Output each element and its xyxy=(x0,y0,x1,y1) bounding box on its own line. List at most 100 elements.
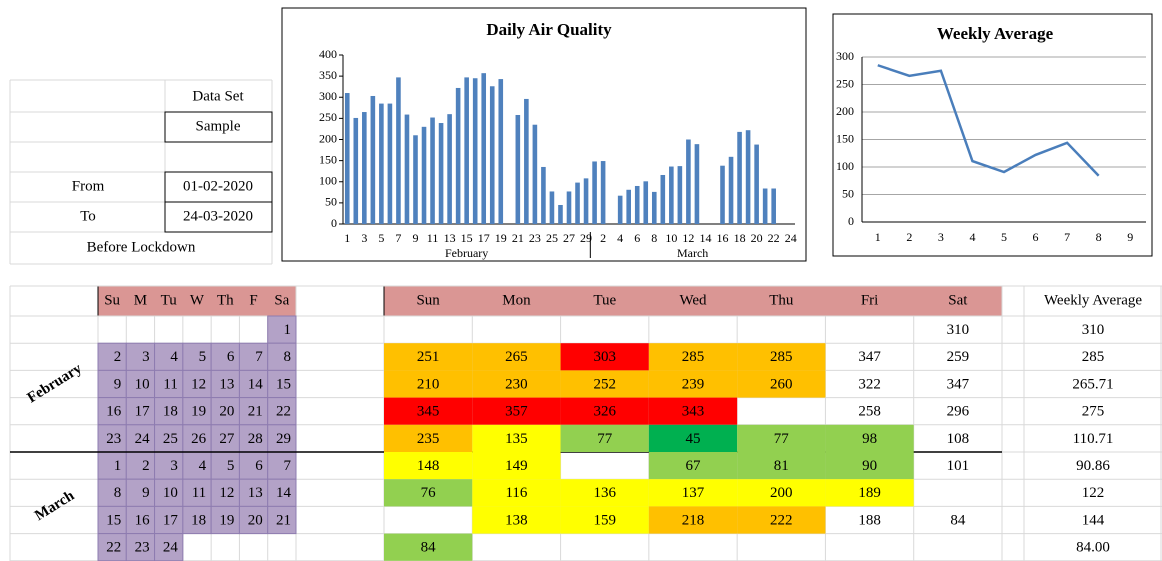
calendar-day: 19 xyxy=(219,512,234,528)
cell-fill xyxy=(472,370,561,398)
header-cell xyxy=(1023,285,1162,317)
calendar-day: 1 xyxy=(284,322,292,338)
weekly-average: 110.71 xyxy=(1073,431,1114,447)
bar xyxy=(634,185,640,224)
bar xyxy=(626,189,631,224)
calendar-day: 18 xyxy=(191,512,206,528)
calendar-cell xyxy=(210,424,240,453)
aqi-value: 222 xyxy=(770,512,793,528)
calendar-cell xyxy=(154,424,184,453)
cell-fill xyxy=(648,343,738,371)
column-header: Fri xyxy=(861,292,879,308)
bar xyxy=(651,191,657,224)
x-tick-label: 2 xyxy=(906,230,912,244)
aqi-value: 210 xyxy=(417,376,440,392)
calendar-day: 1 xyxy=(114,458,122,474)
cell-fill xyxy=(737,343,826,371)
calendar-cell xyxy=(267,369,297,399)
aqi-value: 149 xyxy=(505,458,528,474)
weekly-average: 144 xyxy=(1082,512,1105,528)
bar xyxy=(455,87,461,224)
calendar-day: 10 xyxy=(135,376,150,392)
calendar-cell xyxy=(238,397,269,426)
bar xyxy=(720,165,725,224)
aqi-value: 258 xyxy=(858,404,881,420)
bar xyxy=(524,98,529,224)
cell-fill xyxy=(825,452,914,480)
y-tick-label: 150 xyxy=(319,152,337,166)
calendar-day: 15 xyxy=(106,512,121,528)
bar xyxy=(771,188,776,224)
cell-fill xyxy=(472,343,561,371)
calendar-day: 24 xyxy=(163,540,179,556)
bar xyxy=(592,161,597,224)
weekly-average: 122 xyxy=(1082,485,1105,501)
x-tick-label: 3 xyxy=(938,230,944,244)
calendar-cell xyxy=(182,505,212,535)
calendar-cell xyxy=(97,451,127,480)
x-tick-label: 10 xyxy=(665,231,677,245)
aqi-value: 137 xyxy=(682,485,705,501)
day-header: M xyxy=(134,292,147,308)
aqi-value: 148 xyxy=(417,458,440,474)
cell-fill xyxy=(737,370,826,398)
calendar-cell xyxy=(154,451,184,480)
from-label: From xyxy=(72,178,105,194)
day-header: Tu xyxy=(161,292,178,308)
y-tick-label: 300 xyxy=(836,49,854,63)
calendar-cell xyxy=(267,505,297,535)
calendar-day: 25 xyxy=(163,431,178,447)
weekly-average: 275 xyxy=(1082,404,1105,420)
aqi-value: 159 xyxy=(593,512,616,528)
calendar-day: 27 xyxy=(219,431,235,447)
cell-fill xyxy=(384,452,473,480)
aqi-value: 188 xyxy=(858,512,881,528)
aqi-value: 235 xyxy=(417,431,440,447)
calendar-day: 29 xyxy=(276,431,291,447)
x-tick-label: 6 xyxy=(634,231,640,245)
calendar-day: 14 xyxy=(276,485,292,501)
y-tick-label: 350 xyxy=(319,68,337,82)
bar xyxy=(532,124,538,224)
calendar-cell xyxy=(97,342,127,371)
cell-fill xyxy=(825,424,914,452)
cell-fill xyxy=(384,343,473,371)
calendar-day: 15 xyxy=(276,376,291,392)
calendar-cell xyxy=(238,451,269,480)
calendar-day: 20 xyxy=(219,404,234,420)
aqi-value: 138 xyxy=(505,512,528,528)
group-label: March xyxy=(677,246,708,260)
bar xyxy=(379,103,384,224)
aqi-value: 259 xyxy=(947,349,970,365)
calendar-day: 12 xyxy=(191,376,206,392)
aqi-value: 347 xyxy=(947,376,970,392)
aqi-value: 239 xyxy=(682,376,705,392)
calendar-day: 8 xyxy=(284,349,292,365)
column-header: Mon xyxy=(502,292,531,308)
aqi-value: 303 xyxy=(593,349,616,365)
calendar-cell xyxy=(154,533,184,561)
day-header: W xyxy=(190,292,205,308)
x-tick-label: 9 xyxy=(1127,230,1133,244)
bar xyxy=(745,130,751,224)
x-tick-label: 9 xyxy=(412,231,418,245)
weekly-average: 265.71 xyxy=(1072,376,1113,392)
calendar-day: 20 xyxy=(248,512,263,528)
bar xyxy=(421,126,427,224)
day-header: Th xyxy=(217,292,234,308)
cell-fill xyxy=(384,533,473,561)
info-panel: Data Set Sample From 01-02-2020 To 24-03… xyxy=(9,79,273,265)
cell-fill xyxy=(648,370,738,398)
x-tick-label: 25 xyxy=(546,231,558,245)
calendar-day: 10 xyxy=(163,485,178,501)
calendar-cell xyxy=(210,451,240,480)
cell-fill xyxy=(560,397,649,425)
cell-fill xyxy=(560,479,649,507)
aqi-value: 218 xyxy=(682,512,705,528)
calendar-day: 8 xyxy=(114,485,122,501)
cell-fill xyxy=(560,424,649,452)
calendar-cell xyxy=(267,315,297,344)
bar xyxy=(660,174,666,224)
x-tick-label: 7 xyxy=(395,231,401,245)
bar xyxy=(754,144,759,224)
